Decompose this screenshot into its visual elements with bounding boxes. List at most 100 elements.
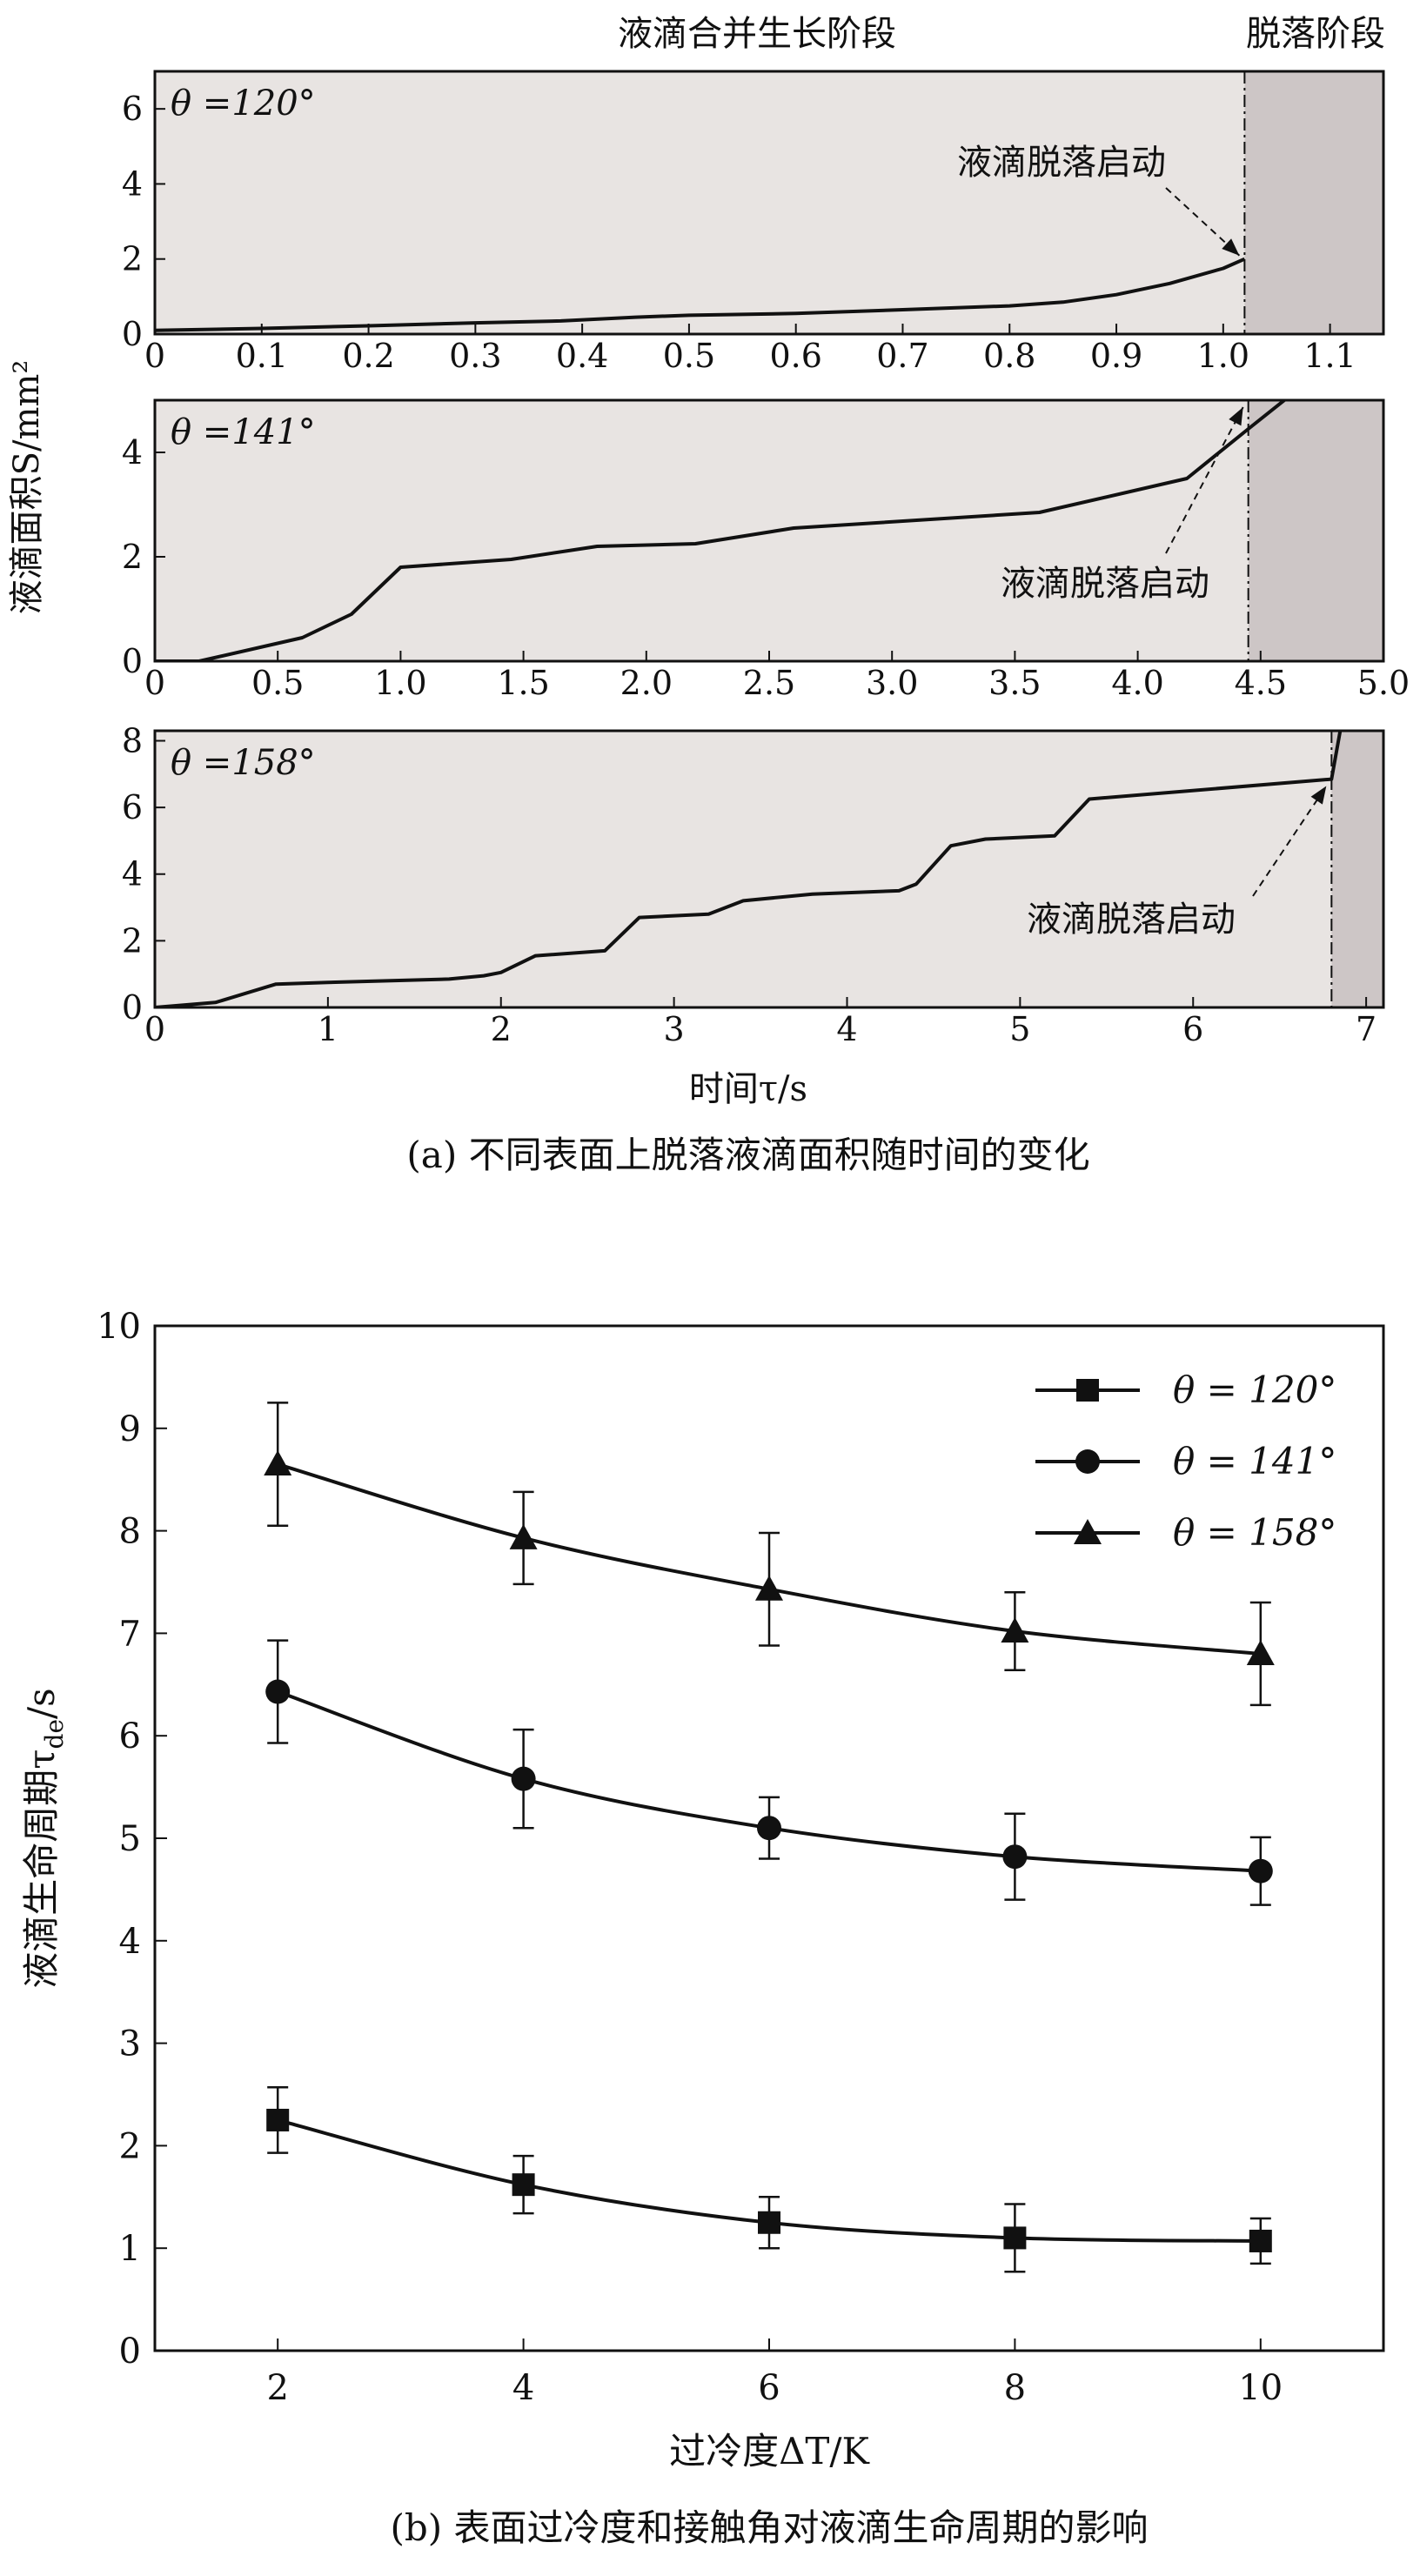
detach-stage-region [1248,400,1383,661]
y-tick-label: 4 [122,855,143,893]
annotation-arrow [1165,187,1241,257]
panel-a: 液滴合并生长阶段 脱落阶段 0 0.1 0.2 0.3 0.4 0.5 0.6 0.7 0.8 0… [7,14,1410,1176]
marker-circle [511,1766,536,1791]
caption-b: (b) 表面过冷度和接触角对液滴生命周期的影响 [390,2506,1148,2549]
y-tick-label: 4 [122,433,143,472]
subplot-frame [153,729,1385,1009]
x-tick-label: 4 [512,2368,534,2408]
detach-stage-region [1331,731,1383,1007]
series [264,1402,1275,1707]
area-curve [155,257,1246,332]
x-tick-label: 0.7 [876,337,928,375]
x-tick-label: 2 [266,2368,288,2408]
x-tick-label: 0.5 [251,664,304,702]
marker-square [1003,2226,1027,2250]
annotation-arrow [1252,785,1328,897]
area-curve [155,400,1288,661]
y-tick-label: 2 [119,2126,141,2166]
x-tick-label: 1 [318,1010,338,1048]
x-tick-label: 3 [664,1010,685,1048]
growth-stage-region [155,400,1249,661]
x-axis-label-subcooling: 过冷度ΔT/K [669,2430,870,2472]
y-tick-label: 6 [122,90,143,128]
marker-square [512,2173,535,2197]
y-tick-label: 6 [119,1716,141,1756]
x-tick-label: 5 [1009,1010,1030,1048]
theta-label: θ =120° [171,84,316,124]
x-tick-label: 0.2 [342,337,394,375]
y-tick-label: 9 [119,1409,141,1449]
marker-square [266,2108,290,2131]
growth-stage-region [155,71,1245,334]
x-tick-label: 0.1 [236,337,288,375]
x-tick-label: 1.5 [497,664,549,702]
legend-item: θ = 141° [1035,1440,1336,1482]
subplot-theta-120: 0 0.1 0.2 0.3 0.4 0.5 0.6 0.7 0.8 0.9 1.0 1.1 0 2 4 6 θ … [122,70,1385,375]
stage-label-growth: 液滴合并生长阶段 [618,14,896,54]
legend-item: θ = 120° [1035,1368,1336,1411]
x-tick-label: 0.6 [769,337,821,375]
marker-triangle [1001,1617,1029,1643]
legend-b: θ = 120° θ = 141° θ = 158° [1035,1368,1336,1554]
detach-start-annotation: 液滴脱落启动 [957,143,1166,183]
y-tick-label: 0 [122,988,143,1027]
caption-a: (a) 不同表面上脱落液滴面积随时间的变化 [406,1134,1089,1176]
theta-label: θ =141° [171,412,316,452]
x-tick-label: 0.5 [663,337,715,375]
marker-square [758,2211,780,2234]
x-tick-label: 3.5 [988,664,1041,702]
legend-label: θ = 120° [1173,1368,1336,1411]
x-tick-label: 2 [491,1010,512,1048]
x-tick-label: 8 [1004,2368,1026,2408]
marker-square [1076,1379,1099,1402]
annotation-arrowhead [1229,407,1243,426]
marker-triangle [264,1450,292,1476]
marker-circle [1248,1858,1273,1883]
x-tick-label: 2.5 [743,664,795,702]
annotation-arrowhead [1310,786,1327,805]
annotation-arrowhead [1222,238,1240,256]
y-tick-label: 0 [122,642,143,680]
y-tick-label: 0 [119,2332,141,2372]
x-tick-label: 1.0 [374,664,426,702]
marker-triangle [1074,1519,1102,1544]
x-axis-label-time: 时间τ/s [689,1069,807,1109]
x-tick-label: 1.1 [1303,337,1356,375]
y-axis-label-lifetime: 液滴生命周期τde/s [20,1688,69,1988]
y-tick-label: 4 [122,164,143,203]
y-tick-label: 0 [122,315,143,353]
subplot-theta-141: 0 0.5 1.0 1.5 2.0 2.5 3.0 3.5 4.0 4.5 5.0 0 2 4 θ =141… [122,398,1410,702]
marker-circle [265,1679,291,1704]
marker-square [1249,2229,1272,2252]
series-b [264,1402,1275,2273]
marker-triangle [1246,1639,1275,1665]
marker-circle [757,1816,781,1841]
x-tick-label: 5.0 [1357,664,1410,702]
y-tick-label: 1 [119,2229,141,2269]
stage-label-detach: 脱落阶段 [1246,14,1385,54]
y-tick-label: 4 [119,1922,141,1962]
y-tick-label: 2 [122,240,143,278]
y-tick-label: 2 [122,921,143,960]
x-tick-label: 0.8 [983,337,1035,375]
x-tick-label: 6 [758,2368,780,2408]
y-tick-label: 6 [122,788,143,826]
x-tick-label: 10 [1238,2368,1283,2408]
y-axis-label-area: 液滴面积S/mm² [7,360,47,615]
x-tick-label: 7 [1356,1010,1376,1048]
area-curve [155,731,1343,1007]
x-tick-label: 0 [144,664,165,702]
x-tick-label: 4.0 [1111,664,1163,702]
x-tick-label: 0 [144,337,165,375]
y-tick-label: 7 [119,1614,141,1654]
x-tick-label: 6 [1182,1010,1203,1048]
y-tick-label: 8 [122,721,143,759]
subplot-frame [153,70,1385,336]
annotation-arrow [1165,406,1244,554]
y-tick-label: 5 [119,1819,141,1859]
x-tick-label: 0.3 [449,337,501,375]
x-tick-label: 4.5 [1235,664,1287,702]
legend-label: θ = 158° [1173,1511,1336,1554]
y-tick-label: 2 [122,538,143,576]
